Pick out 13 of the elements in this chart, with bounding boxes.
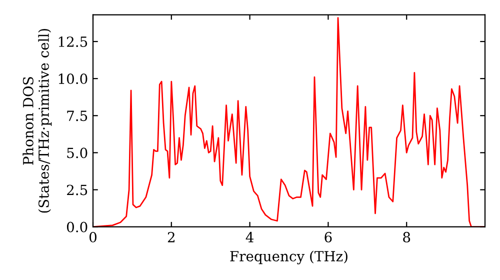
y-tick-label: 10.0 <box>58 74 88 84</box>
x-tick-label: 0 <box>89 232 96 242</box>
y-tick-label: 5.0 <box>67 148 88 158</box>
y-tick-label: 0.0 <box>66 222 88 232</box>
x-tick-label: 6 <box>324 232 332 242</box>
x-tick-label: 2 <box>168 232 174 242</box>
y-tick-label: 2.5 <box>66 184 88 196</box>
y-tick-label: 7.5 <box>67 110 88 122</box>
y-tick-label: 12.5 <box>58 36 88 47</box>
y-axis-title: Phonon DOS (States/THz·primitive cell) <box>22 28 52 213</box>
x-tick-label: 8 <box>403 232 410 242</box>
x-tick-label: 4 <box>246 232 254 242</box>
x-axis-title: Frequency (THz) <box>230 250 348 264</box>
